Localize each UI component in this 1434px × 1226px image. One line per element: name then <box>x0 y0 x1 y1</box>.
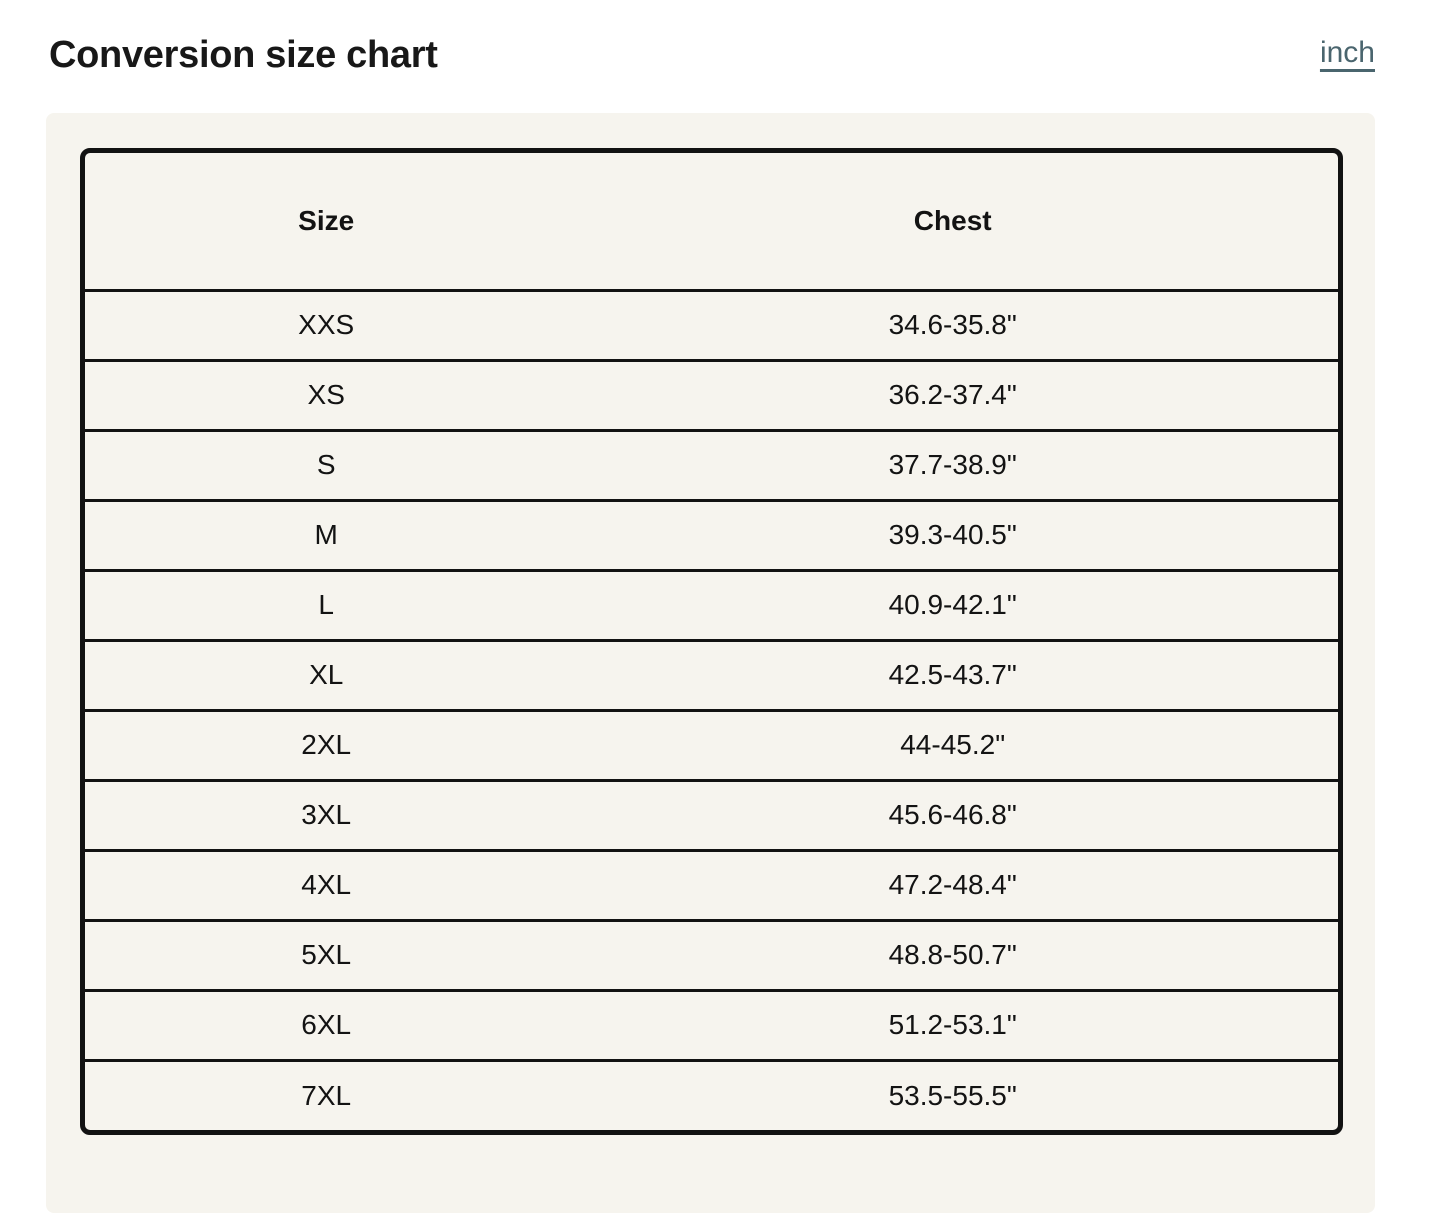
size-cell: XXS <box>298 309 355 340</box>
table-row: 7XL 53.5-55.5" <box>85 1060 1338 1130</box>
table-row: M 39.3-40.5" <box>85 500 1338 570</box>
chest-cell: 34.6-35.8" <box>888 309 1017 340</box>
size-chart-card: Size Chest XXS 34.6-35.8" XS 36.2-37.4" S 37.… <box>46 113 1375 1213</box>
chest-cell: 39.3-40.5" <box>888 519 1017 550</box>
size-cell: 3XL <box>301 799 352 830</box>
size-cell: 7XL <box>301 1079 352 1111</box>
table-header-row: Size Chest <box>85 153 1338 290</box>
size-cell: 5XL <box>301 939 352 970</box>
table-row: 4XL 47.2-48.4" <box>85 850 1338 920</box>
table-row: L 40.9-42.1" <box>85 570 1338 640</box>
column-header-chest: Chest <box>913 204 992 236</box>
table-row: S 37.7-38.9" <box>85 430 1338 500</box>
unit-toggle-link[interactable]: inch <box>1319 36 1375 69</box>
size-cell: 2XL <box>301 729 352 760</box>
conversion-size-table: Size Chest XXS 34.6-35.8" XS 36.2-37.4" S 37.… <box>85 153 1338 1130</box>
table-head: Size Chest <box>85 153 1338 290</box>
table-row: 6XL 51.2-53.1" <box>85 990 1338 1060</box>
chest-cell: 47.2-48.4" <box>888 869 1017 900</box>
chest-cell: 37.7-38.9" <box>888 449 1017 480</box>
chest-cell: 40.9-42.1" <box>888 589 1017 620</box>
chest-cell: 51.2-53.1" <box>888 1009 1017 1040</box>
table-row: XXS 34.6-35.8" <box>85 290 1338 360</box>
chest-cell: 48.8-50.7" <box>888 939 1017 970</box>
table-row: XS 36.2-37.4" <box>85 360 1338 430</box>
size-cell: M <box>314 519 338 550</box>
table-row: XL 42.5-43.7" <box>85 640 1338 710</box>
table-row: 2XL 44-45.2" <box>85 710 1338 780</box>
table-row: 3XL 45.6-46.8" <box>85 780 1338 850</box>
chest-cell: 36.2-37.4" <box>888 379 1017 410</box>
page-title: Conversion size chart <box>49 34 438 76</box>
size-cell: XL <box>309 659 344 690</box>
chest-cell: 42.5-43.7" <box>888 659 1017 690</box>
size-table-frame: Size Chest XXS 34.6-35.8" XS 36.2-37.4" S 37.… <box>80 148 1343 1135</box>
size-cell: 6XL <box>301 1009 352 1040</box>
size-cell: L <box>318 589 334 620</box>
chest-cell: 44-45.2" <box>900 729 1006 760</box>
size-cell: S <box>316 449 336 480</box>
chest-cell: 53.5-55.5" <box>888 1079 1017 1111</box>
page-header: Conversion size chart inch <box>49 34 1375 78</box>
size-table-body: XXS 34.6-35.8" XS 36.2-37.4" S 37.7-38.9" M 39.… <box>85 290 1338 1130</box>
column-header-size: Size <box>298 204 355 236</box>
table-row: 5XL 48.8-50.7" <box>85 920 1338 990</box>
size-cell: XS <box>307 379 345 410</box>
chest-cell: 45.6-46.8" <box>888 799 1017 830</box>
size-cell: 4XL <box>301 869 352 900</box>
